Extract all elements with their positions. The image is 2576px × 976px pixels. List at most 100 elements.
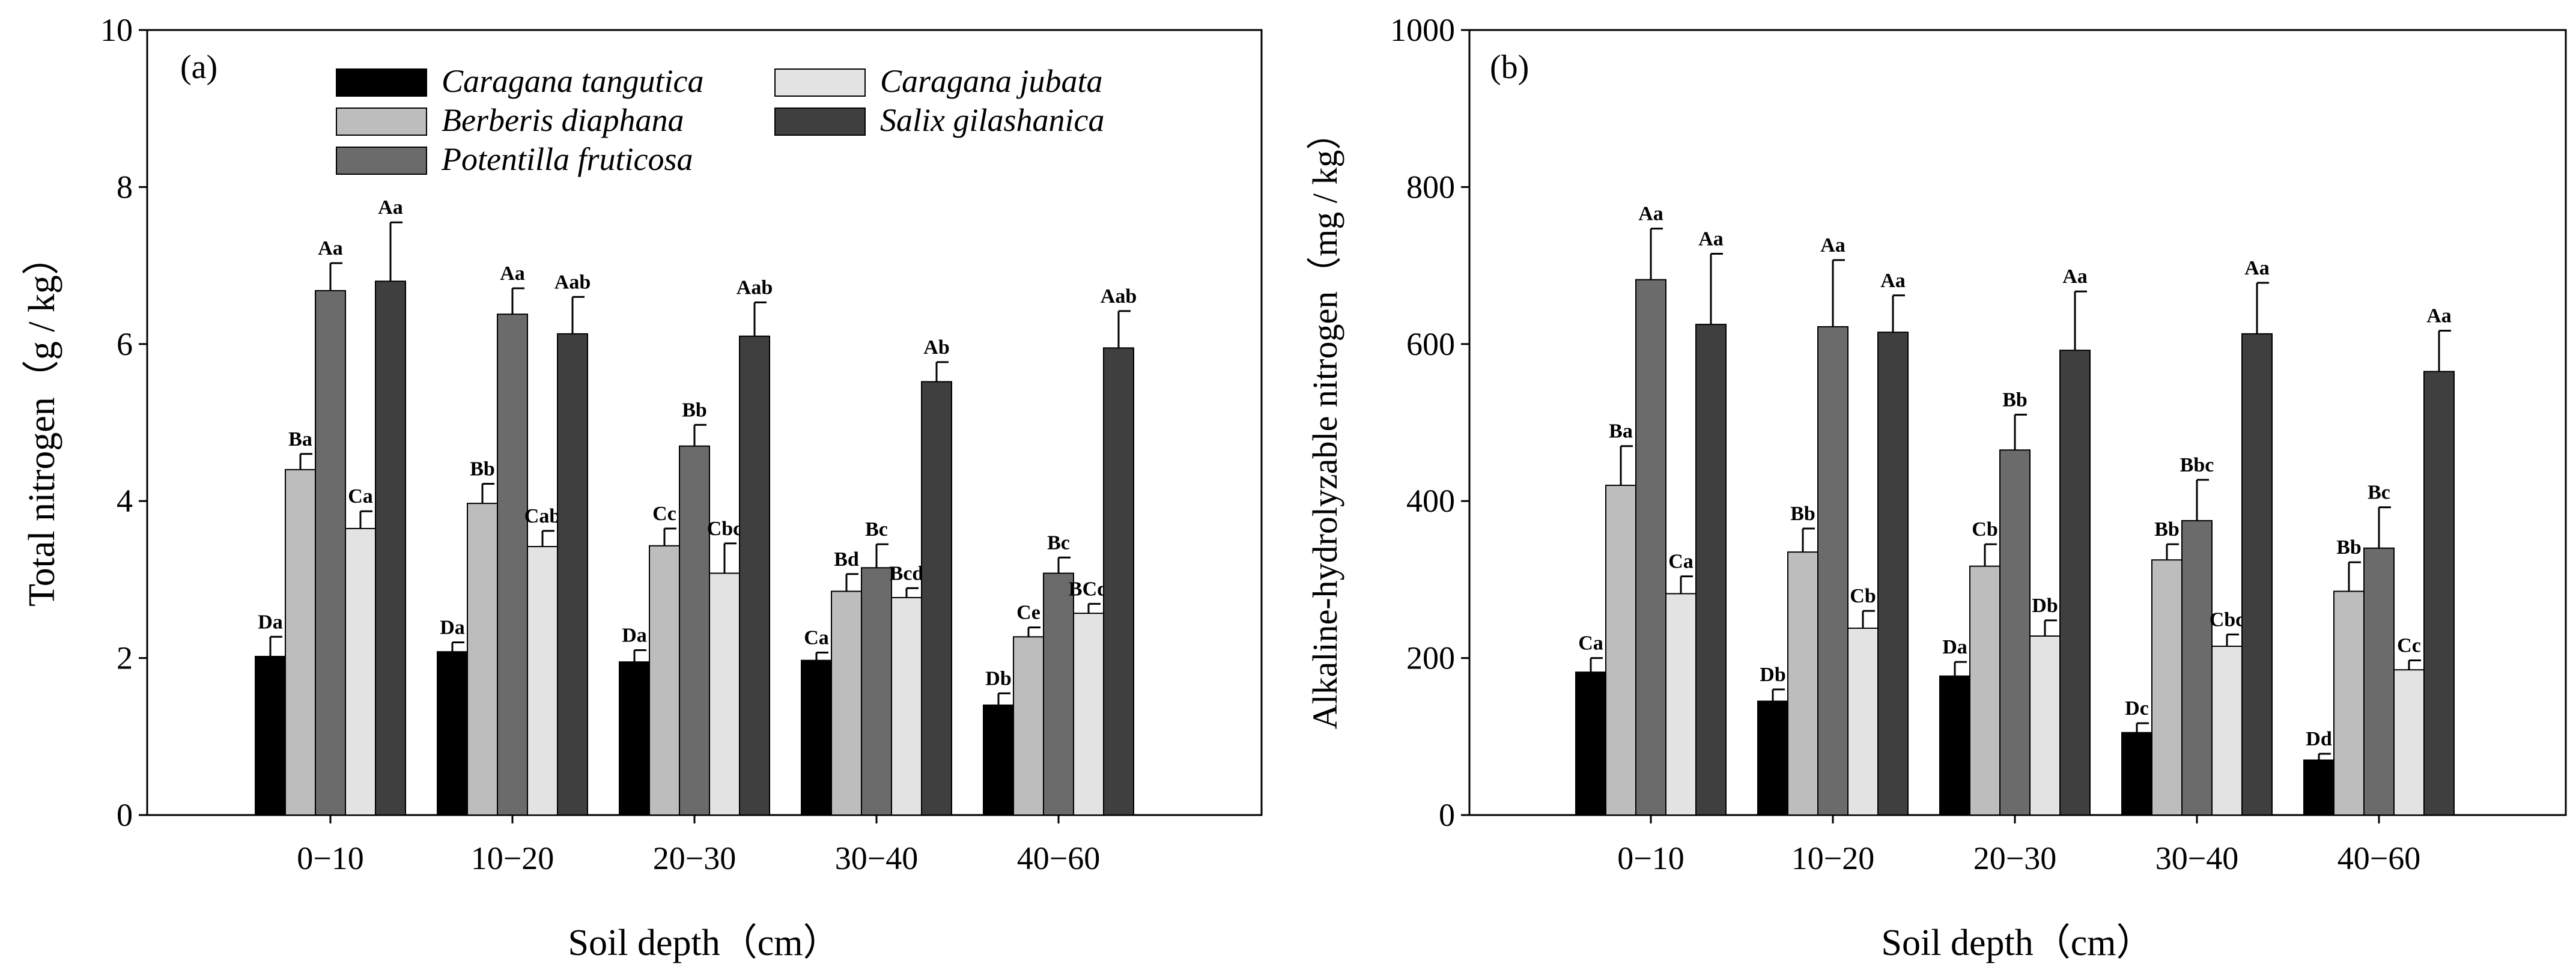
significance-label: Aab bbox=[1101, 285, 1137, 308]
bar bbox=[2029, 635, 2061, 816]
bar bbox=[2393, 669, 2425, 816]
significance-label: Da bbox=[622, 625, 647, 647]
bar bbox=[497, 314, 528, 816]
y-tick-label: 400 bbox=[1406, 483, 1455, 519]
bar bbox=[831, 590, 862, 816]
x-axis-title-a: Soil depth（cm） bbox=[568, 923, 840, 963]
significance-label: Ba bbox=[1609, 420, 1633, 443]
x-tick-label: 0−10 bbox=[297, 840, 363, 876]
significance-label: Bc bbox=[2368, 482, 2390, 504]
y-axis-a: 0 2 4 6 8 10 bbox=[100, 12, 147, 833]
significance-label: Da bbox=[1942, 636, 1967, 658]
significance-label: Da bbox=[440, 616, 465, 638]
bar bbox=[527, 546, 558, 816]
significance-label: Aa bbox=[1880, 270, 1906, 292]
significance-label: Ab bbox=[923, 336, 949, 359]
panel-label-a: (a) bbox=[180, 49, 217, 86]
bar bbox=[2151, 559, 2183, 816]
bar bbox=[557, 333, 588, 816]
y-tick-label: 0 bbox=[117, 797, 133, 833]
legend-label-caragana-jubata: Caragana jubata bbox=[880, 63, 1103, 99]
bars-b: Ca Ba Aa Ca Aa Db Bb Aa Cb Aa Da Cb Bb Db Aa Dc Bb Bbc Cbc… bbox=[1575, 203, 2455, 816]
significance-label: Bb bbox=[2002, 389, 2028, 411]
bar bbox=[345, 527, 376, 816]
legend: Caragana tangutica Berberis diaphana Pot… bbox=[336, 63, 1104, 177]
significance-label: Bc bbox=[1047, 532, 1070, 554]
bar bbox=[1605, 485, 1636, 816]
bar bbox=[709, 572, 740, 816]
bar bbox=[2181, 520, 2213, 816]
x-tick-label: 0−10 bbox=[1617, 840, 1684, 876]
panel-a: Da Ba Aa Ca Aa Da Bb Aa Cab Aab Da Cc Bb Cbc Aab Ca Bd Bc… bbox=[22, 12, 1263, 963]
bar bbox=[1635, 279, 1666, 816]
significance-label: Aa bbox=[2244, 257, 2270, 279]
significance-label: BCd bbox=[1069, 578, 1108, 600]
significance-label: Cb bbox=[1972, 518, 1997, 541]
significance-label: Bb bbox=[2154, 518, 2180, 541]
bar bbox=[801, 659, 832, 816]
significance-label: Cc bbox=[652, 503, 676, 525]
bar bbox=[1877, 332, 1909, 816]
bar bbox=[1665, 593, 1697, 816]
y-tick-label: 2 bbox=[117, 640, 133, 676]
significance-label: Da bbox=[258, 611, 283, 633]
legend-swatch-potentilla-fruticosa bbox=[336, 147, 427, 175]
y-tick-label: 8 bbox=[117, 169, 133, 205]
x-tick-label: 30−40 bbox=[835, 840, 918, 876]
bar bbox=[285, 468, 316, 816]
bar bbox=[679, 445, 710, 816]
bar bbox=[1757, 700, 1788, 816]
bar bbox=[619, 661, 650, 816]
bar bbox=[891, 596, 922, 816]
bar bbox=[2121, 732, 2152, 816]
bar bbox=[1103, 347, 1134, 816]
y-tick-label: 200 bbox=[1406, 640, 1455, 676]
significance-label: Bd bbox=[834, 548, 859, 571]
bar bbox=[1847, 627, 1879, 816]
y-tick-label: 4 bbox=[117, 483, 133, 519]
x-tick-label: 30−40 bbox=[2155, 840, 2238, 876]
legend-label-caragana-tangutica: Caragana tangutica bbox=[442, 63, 704, 99]
bar bbox=[1695, 324, 1727, 816]
x-tick-label: 10−20 bbox=[1791, 840, 1874, 876]
significance-label: Cab bbox=[524, 505, 560, 527]
bar bbox=[375, 280, 406, 816]
significance-label: Aa bbox=[1638, 203, 1663, 225]
bar bbox=[2423, 371, 2455, 816]
significance-label: Aab bbox=[554, 271, 591, 293]
y-axis-b: 0 200 400 600 800 1000 bbox=[1390, 12, 1469, 833]
legend-swatch-caragana-tangutica bbox=[336, 68, 427, 97]
bar bbox=[1787, 551, 1818, 816]
significance-label: Db bbox=[2032, 595, 2058, 617]
significance-label: Bb bbox=[1790, 503, 1815, 525]
x-axis-a: 0−10 10−20 20−30 30−40 40−60 bbox=[297, 815, 1100, 876]
significance-label: Aa bbox=[1820, 234, 1845, 256]
y-tick-label: 600 bbox=[1406, 326, 1455, 362]
legend-label-potentilla-fruticosa: Potentilla fruticosa bbox=[441, 141, 693, 177]
y-axis-title-b: Alkaline-hydrolyzable nitrogen（mg / kg） bbox=[1305, 115, 1344, 730]
bar bbox=[315, 289, 346, 816]
x-tick-label: 40−60 bbox=[2338, 840, 2420, 876]
y-tick-label: 1000 bbox=[1390, 12, 1455, 48]
significance-label: Aa bbox=[500, 262, 525, 285]
x-tick-label: 20−30 bbox=[653, 840, 736, 876]
legend-swatch-caragana-jubata bbox=[774, 68, 866, 97]
bar bbox=[739, 335, 770, 816]
bar bbox=[1939, 675, 1970, 816]
bar bbox=[437, 651, 468, 816]
significance-label: Cbc bbox=[2210, 608, 2245, 631]
significance-label: Bb bbox=[2336, 536, 2362, 559]
y-tick-label: 10 bbox=[100, 12, 133, 48]
significance-label: Ca bbox=[348, 485, 373, 508]
bar bbox=[1013, 636, 1044, 816]
x-axis-b: 0−10 10−20 20−30 30−40 40−60 bbox=[1617, 815, 2420, 876]
significance-label: Bb bbox=[682, 399, 707, 421]
bar bbox=[649, 545, 680, 816]
significance-label: Ca bbox=[1578, 632, 1603, 655]
bar bbox=[2211, 645, 2243, 816]
significance-label: Db bbox=[1760, 664, 1785, 686]
bar bbox=[2241, 333, 2273, 816]
significance-label: Db bbox=[985, 667, 1011, 690]
bar bbox=[2059, 350, 2091, 816]
